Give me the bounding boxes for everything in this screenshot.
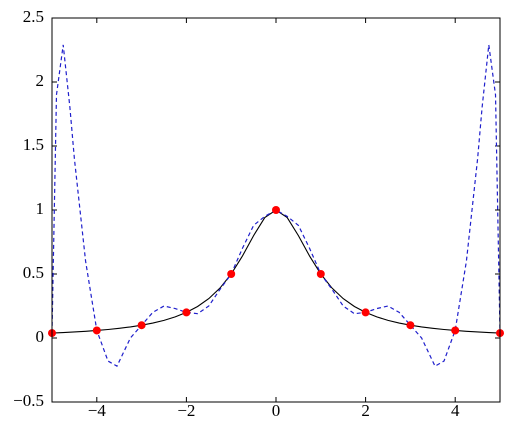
y-tick-label: 1 [36,199,45,218]
curve [52,209,500,334]
x-tick-label: 2 [361,401,370,420]
node-point [137,321,146,330]
y-tick-label: 0.5 [23,263,44,282]
node-point [361,308,370,317]
node-point [316,270,325,278]
node-point [406,321,415,330]
y-tick-label: −0.5 [13,391,44,410]
node-point [182,308,191,317]
plot-frame [51,17,501,403]
curve [52,44,500,368]
x-tick-label: −4 [88,401,107,420]
y-tick-label: 2.5 [23,7,44,26]
x-tick-label: 0 [272,401,281,420]
node-point [227,270,236,278]
node-point [272,206,280,214]
y-tick-label: 1.5 [23,135,44,154]
y-tick-label: 0 [36,327,45,346]
node-point [92,326,101,335]
x-tick-label: −2 [177,401,195,420]
node-point [451,326,460,335]
x-tick-label: 4 [451,401,460,420]
y-tick-label: 2 [36,71,45,90]
